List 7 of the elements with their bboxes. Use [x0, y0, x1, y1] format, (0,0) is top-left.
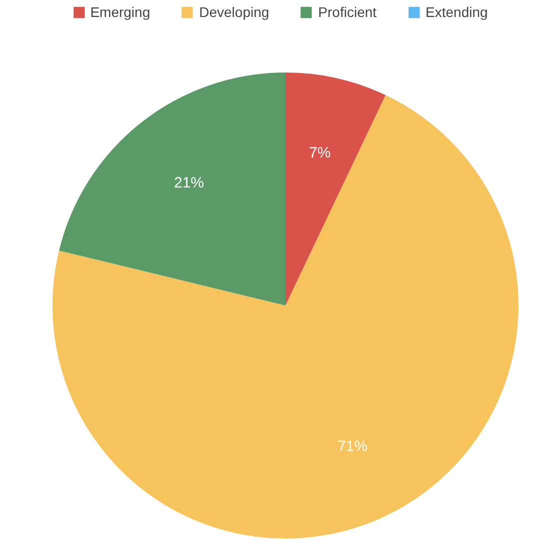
legend-label: Emerging — [90, 4, 150, 20]
legend-label: Proficient — [318, 4, 377, 20]
data-label: 71% — [338, 438, 368, 455]
data-label: 7% — [309, 144, 331, 162]
legend-label: Developing — [199, 4, 270, 20]
legend-label: Extending — [426, 4, 488, 20]
data-label: 21% — [174, 174, 204, 192]
